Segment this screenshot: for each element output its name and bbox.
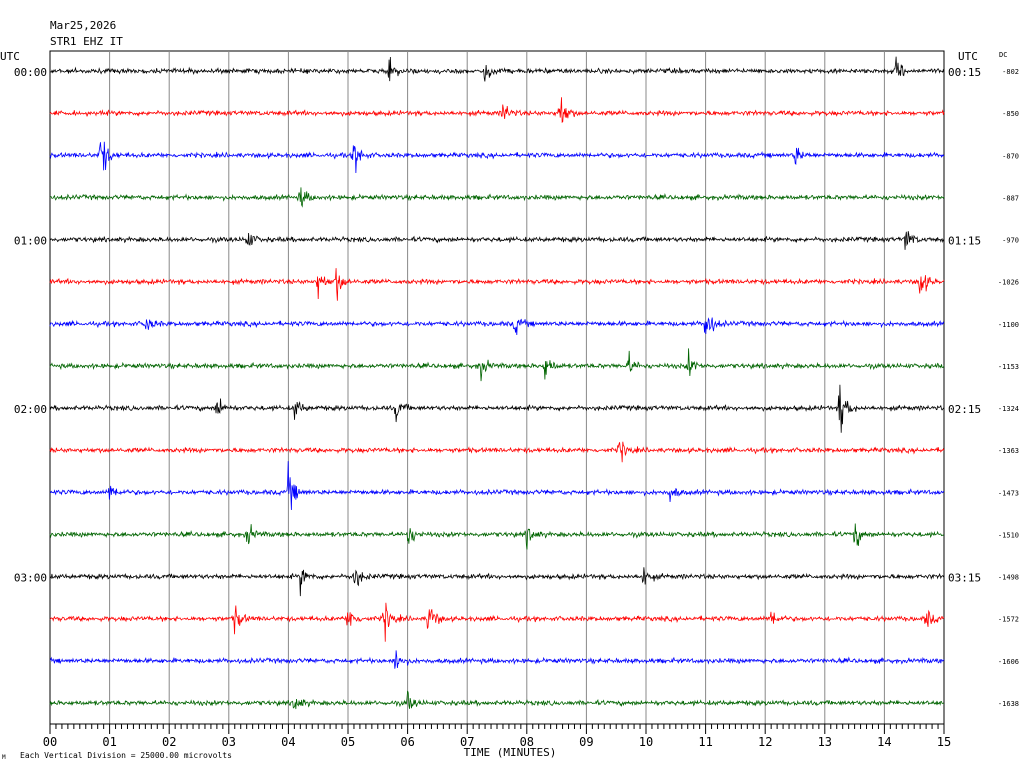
trace-line-14 bbox=[49, 650, 945, 669]
utc-left-label: UTC bbox=[0, 50, 20, 63]
trace-dc-value: -1572 bbox=[998, 616, 1019, 624]
trace-time-left: 03:00 bbox=[14, 572, 47, 585]
trace-line-4 bbox=[49, 231, 945, 250]
trace-time-left: 01:00 bbox=[14, 235, 47, 248]
x-tick-label: 13 bbox=[818, 735, 832, 749]
trace-line-11 bbox=[49, 523, 945, 550]
trace-line-9 bbox=[49, 441, 945, 463]
x-axis-label: TIME (MINUTES) bbox=[464, 746, 557, 759]
trace-line-2 bbox=[49, 141, 945, 174]
trace-line-8 bbox=[49, 384, 945, 433]
trace-dc-value: -1606 bbox=[998, 658, 1019, 666]
x-tick-label: 14 bbox=[877, 735, 891, 749]
trace-dc-value: -1473 bbox=[998, 489, 1019, 497]
trace-dc-value: -1498 bbox=[998, 574, 1019, 582]
trace-line-13 bbox=[49, 602, 945, 642]
trace-dc-value: -1510 bbox=[998, 531, 1019, 539]
x-tick-label: 02 bbox=[162, 735, 176, 749]
trace-line-5 bbox=[49, 268, 945, 301]
trace-line-6 bbox=[49, 317, 945, 335]
trace-dc-value: -1324 bbox=[998, 405, 1019, 413]
trace-layer bbox=[49, 56, 945, 710]
x-tick-label: 10 bbox=[639, 735, 653, 749]
trace-dc-value: -802 bbox=[1002, 68, 1019, 76]
trace-line-1 bbox=[49, 97, 945, 124]
x-tick-label: 07 bbox=[460, 735, 474, 749]
footer-mark: M bbox=[2, 754, 6, 761]
trace-line-12 bbox=[49, 567, 945, 597]
trace-dc-value: -1363 bbox=[998, 447, 1019, 455]
trace-time-right: 00:15 bbox=[948, 66, 981, 79]
plot-frame bbox=[49, 50, 945, 725]
grid-layer bbox=[49, 50, 945, 725]
x-tick-label: 12 bbox=[758, 735, 772, 749]
x-axis: 00 01 02 03 04 05 06 07 08 09 10 11 12 13 14 15 TIME (MI… bbox=[43, 723, 951, 759]
x-tick-label: 06 bbox=[400, 735, 414, 749]
trace-dc-value: -1100 bbox=[998, 321, 1019, 329]
trace-line-7 bbox=[49, 348, 945, 382]
trace-dc-value: -1638 bbox=[998, 700, 1019, 708]
trace-line-0 bbox=[49, 56, 945, 82]
x-tick-label: 15 bbox=[937, 735, 951, 749]
trace-time-right: 01:15 bbox=[948, 235, 981, 248]
trace-dc-value: -870 bbox=[1002, 152, 1019, 160]
x-tick-label: 11 bbox=[698, 735, 712, 749]
x-tick-label: 01 bbox=[102, 735, 116, 749]
x-tick-label: 00 bbox=[43, 735, 57, 749]
dc-label: DC bbox=[999, 51, 1008, 59]
x-tick-label: 05 bbox=[341, 735, 355, 749]
scale-note: Each Vertical Division = 25000.00 microv… bbox=[20, 751, 232, 760]
x-tick-label: 09 bbox=[579, 735, 593, 749]
trace-dc-value: -887 bbox=[1002, 194, 1019, 202]
x-tick-label: 08 bbox=[520, 735, 534, 749]
plot-date: Mar25,2026 bbox=[50, 19, 117, 32]
trace-time-right: 03:15 bbox=[948, 572, 981, 585]
trace-line-10 bbox=[49, 461, 945, 510]
trace-dc-value: -850 bbox=[1002, 110, 1019, 118]
trace-dc-value: -1026 bbox=[998, 279, 1019, 287]
trace-dc-value: -970 bbox=[1002, 237, 1019, 245]
x-tick-label: 04 bbox=[281, 735, 295, 749]
trace-time-left: 02:00 bbox=[14, 403, 47, 416]
utc-right-label: UTC bbox=[958, 50, 978, 63]
station-label: STR1 EHZ IT bbox=[50, 35, 123, 48]
trace-line-3 bbox=[49, 187, 945, 208]
trace-time-left: 00:00 bbox=[14, 66, 47, 79]
label-layer: 00:00 00:15 -802 -850 -870 -887 01:00 01:15 -970… bbox=[14, 66, 1019, 708]
x-tick-label: 03 bbox=[222, 735, 236, 749]
trace-time-right: 02:15 bbox=[948, 403, 981, 416]
trace-line-15 bbox=[49, 690, 945, 710]
trace-dc-value: -1153 bbox=[998, 363, 1019, 371]
